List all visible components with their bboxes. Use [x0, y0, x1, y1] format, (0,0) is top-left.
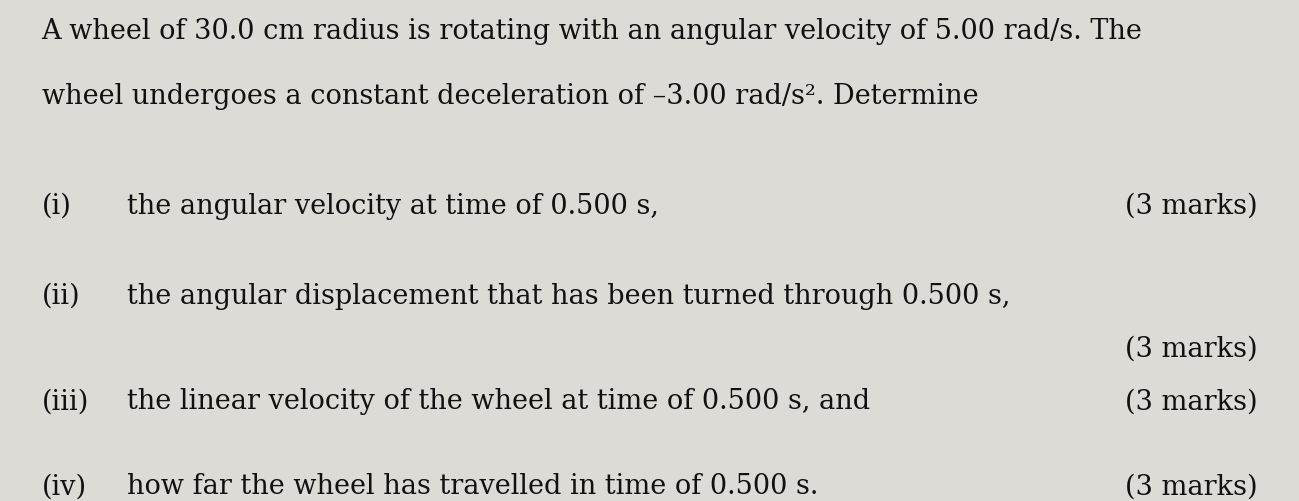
- Text: (iii): (iii): [42, 388, 88, 415]
- Text: (3 marks): (3 marks): [1125, 193, 1257, 220]
- Text: A wheel of 30.0 cm radius is rotating with an angular velocity of 5.00 rad/s. Th: A wheel of 30.0 cm radius is rotating wi…: [42, 18, 1142, 45]
- Text: (3 marks): (3 marks): [1125, 473, 1257, 500]
- Text: the angular velocity at time of 0.500 s,: the angular velocity at time of 0.500 s,: [127, 193, 659, 220]
- Text: (i): (i): [42, 193, 71, 220]
- Text: (iv): (iv): [42, 473, 87, 500]
- Text: the linear velocity of the wheel at time of 0.500 s, and: the linear velocity of the wheel at time…: [127, 388, 870, 415]
- Text: (3 marks): (3 marks): [1125, 336, 1257, 363]
- Text: (3 marks): (3 marks): [1125, 388, 1257, 415]
- Text: (ii): (ii): [42, 283, 81, 310]
- Text: wheel undergoes a constant deceleration of –3.00 rad/s². Determine: wheel undergoes a constant deceleration …: [42, 83, 978, 110]
- Text: the angular displacement that has been turned through 0.500 s,: the angular displacement that has been t…: [127, 283, 1011, 310]
- Text: how far the wheel has travelled in time of 0.500 s.: how far the wheel has travelled in time …: [127, 473, 818, 500]
